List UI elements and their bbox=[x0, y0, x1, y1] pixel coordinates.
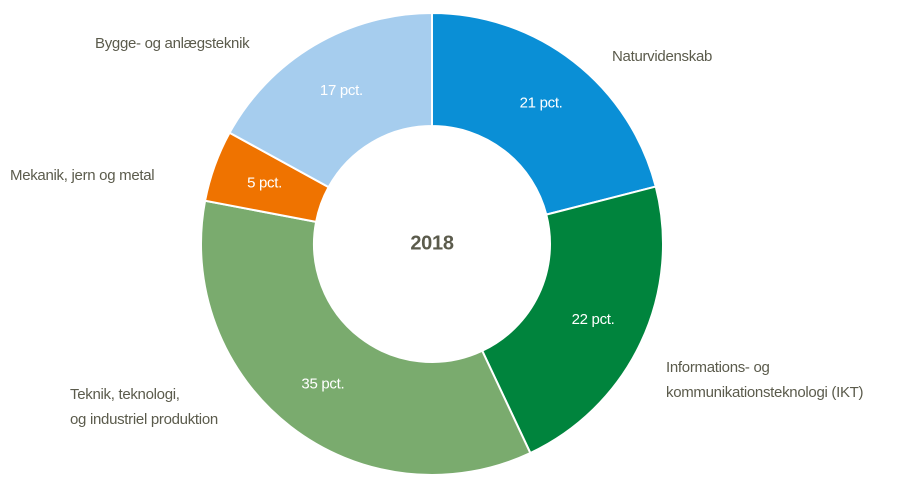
donut-slice bbox=[228, 11, 433, 189]
value-label: 21 pct. bbox=[520, 94, 563, 111]
donut-slice bbox=[431, 11, 657, 216]
value-label: 17 pct. bbox=[320, 82, 363, 99]
category-label: Naturvidenskab bbox=[612, 48, 712, 65]
value-label: 5 pct. bbox=[247, 175, 282, 192]
donut-slice bbox=[480, 185, 664, 455]
category-label: Mekanik, jern og metal bbox=[10, 167, 154, 184]
value-label: 22 pct. bbox=[572, 311, 615, 328]
category-label: Informations- og bbox=[666, 359, 770, 376]
donut-slice bbox=[200, 199, 532, 476]
category-label: kommunikationsteknologi (IKT) bbox=[666, 384, 864, 401]
category-label: Teknik, teknologi, bbox=[70, 386, 180, 403]
center-label: 2018 bbox=[410, 232, 453, 254]
category-label: Bygge- og anlægsteknik bbox=[95, 35, 250, 52]
value-label: 35 pct. bbox=[301, 376, 344, 393]
category-label: og industriel produktion bbox=[70, 411, 218, 428]
